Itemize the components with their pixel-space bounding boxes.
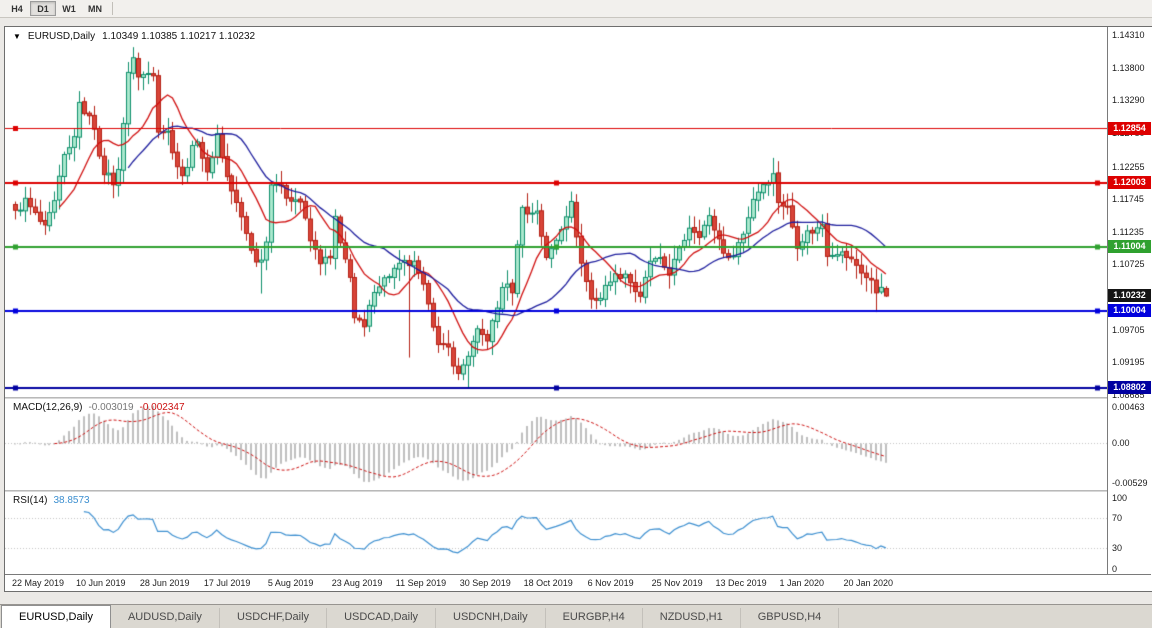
price-tick-label: 1.10725 [1112, 259, 1145, 270]
date-label: 6 Nov 2019 [587, 578, 634, 588]
chart-tab-usdcad[interactable]: USDCAD,Daily [327, 608, 437, 628]
price-level-tag: 1.12003 [1108, 176, 1151, 190]
toolbar-separator [112, 2, 113, 15]
macd-scale-zero: 0.00 [1112, 438, 1130, 449]
rsi-indicator-label: RSI(14) [13, 495, 48, 506]
price-tick-label: 1.13290 [1112, 95, 1145, 106]
chart-tab-usdchf[interactable]: USDCHF,Daily [220, 608, 328, 628]
date-label: 18 Oct 2019 [523, 578, 573, 588]
rsi-scale-label: 0 [1112, 564, 1118, 574]
macd-signal-value: -0.002347 [139, 402, 185, 413]
chart-title: ▼ EURUSD,Daily 1.10349 1.10385 1.10217 1… [13, 31, 255, 42]
rsi-scale-label: 30 [1112, 543, 1123, 554]
rsi-value: 38.8573 [53, 495, 90, 506]
date-label: 5 Aug 2019 [267, 578, 314, 588]
chart-tab-nzdusd[interactable]: NZDUSD,H1 [643, 608, 741, 628]
timeframe-button-h4[interactable]: H4 [11, 4, 23, 14]
macd-label-row: MACD(12,26,9) -0.003019 -0.002347 [13, 402, 185, 413]
price-tick-label: 1.11235 [1112, 226, 1144, 237]
macd-indicator-label: MACD(12,26,9) [13, 402, 83, 413]
price-tick-label: 1.11745 [1112, 194, 1144, 205]
current-price-tag: 1.10232 [1108, 289, 1151, 303]
price-level-tag: 1.08802 [1108, 381, 1151, 394]
timeframe-button-d1[interactable]: D1 [30, 1, 56, 16]
price-level-tag: 1.11004 [1108, 240, 1151, 254]
timeframe-button-mn[interactable]: MN [88, 4, 102, 14]
macd-main-value: -0.003019 [88, 402, 134, 413]
macd-scale-top: 0.00463 [1112, 402, 1145, 412]
macd-canvas[interactable] [5, 399, 1107, 490]
symbol-tab-bar: EURUSD,Daily AUDUSD,Daily USDCHF,Daily USDC… [0, 604, 1152, 628]
price-tick-label: 1.14310 [1112, 30, 1145, 40]
chart-window: 1.143101.138001.132901.127801.122551.117… [4, 26, 1152, 592]
chart-ohlc-values: 1.10349 1.10385 1.10217 1.10232 [102, 31, 256, 42]
chart-symbol-label: EURUSD,Daily [27, 31, 96, 42]
chart-tab-audusd[interactable]: AUDUSD,Daily [111, 608, 220, 628]
date-label: 25 Nov 2019 [651, 578, 703, 588]
price-tick-label: 1.09195 [1112, 357, 1145, 368]
timeframe-button-w1[interactable]: W1 [62, 4, 76, 14]
date-label: 13 Dec 2019 [715, 578, 767, 588]
rsi-label-row: RSI(14) 38.8573 [13, 495, 90, 506]
date-label: 1 Jan 2020 [779, 578, 825, 588]
price-tick-label: 1.08685 [1112, 390, 1145, 400]
rsi-scale-label: 70 [1112, 512, 1123, 523]
date-label: 17 Jul 2019 [203, 578, 251, 588]
date-label: 22 May 2019 [12, 578, 65, 588]
pane-divider[interactable] [5, 397, 1151, 399]
date-label: 30 Sep 2019 [459, 578, 511, 588]
chart-tab-usdcnh[interactable]: USDCNH,Daily [436, 608, 546, 628]
price-tick-label: 1.12255 [1112, 161, 1145, 172]
price-tick-label: 1.09705 [1112, 324, 1145, 335]
price-tick-label: 1.13800 [1112, 62, 1145, 73]
chart-tab-eurgbp[interactable]: EURGBP,H4 [546, 608, 643, 628]
date-label: 20 Jan 2020 [843, 578, 894, 588]
date-label: 11 Sep 2019 [395, 578, 447, 588]
price-chart-canvas[interactable] [5, 27, 1107, 397]
timeframe-toolbar: H4 D1 W1 MN [0, 0, 1152, 18]
date-label: 10 Jun 2019 [75, 578, 126, 588]
rsi-canvas[interactable] [5, 492, 1107, 574]
chart-tab-gbpusd[interactable]: GBPUSD,H4 [741, 608, 840, 628]
pane-divider[interactable] [5, 490, 1151, 492]
time-axis-line [5, 574, 1151, 575]
price-level-tag: 1.10004 [1108, 304, 1151, 318]
date-label: 28 Jun 2019 [139, 578, 190, 588]
rsi-scale-label: 100 [1112, 493, 1128, 503]
macd-scale-bottom: -0.00529 [1112, 478, 1148, 488]
price-level-tag: 1.12854 [1108, 121, 1151, 135]
chart-tab-eurusd[interactable]: EURUSD,Daily [1, 605, 111, 628]
date-label: 23 Aug 2019 [331, 578, 383, 588]
chevron-down-icon[interactable]: ▼ [13, 32, 21, 41]
